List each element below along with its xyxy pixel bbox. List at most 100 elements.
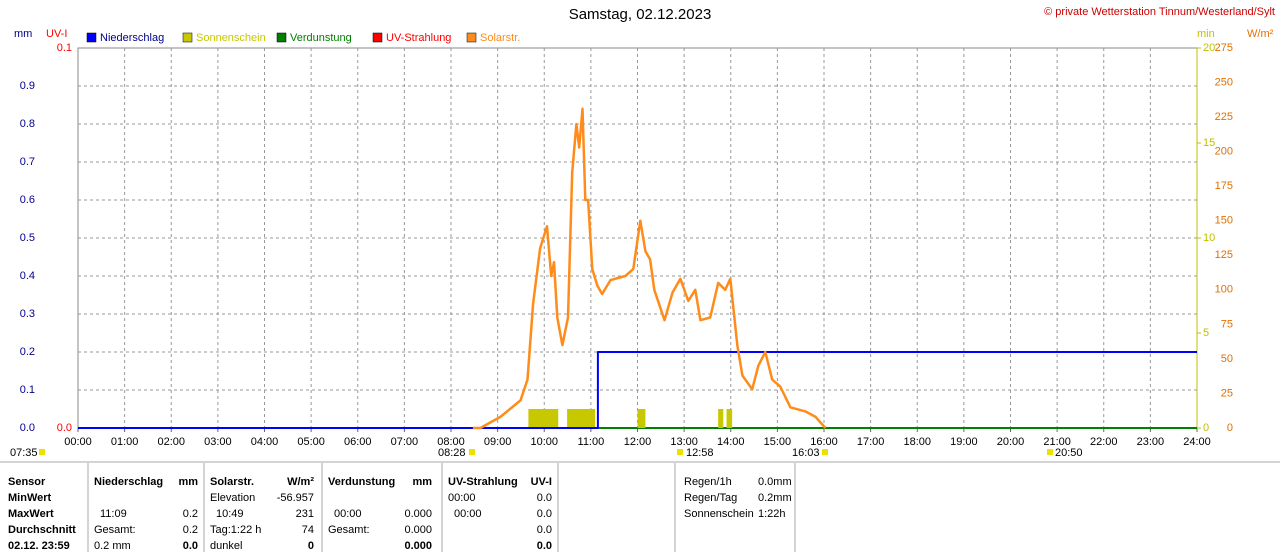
legend-swatch <box>276 32 287 43</box>
axis-label: W/m² <box>1247 28 1274 40</box>
y-tick-label: 0.0 <box>20 422 35 434</box>
cell-label: 00:00 <box>454 508 482 520</box>
cell-value: 0.000 <box>404 508 432 520</box>
x-tick-label: 24:00 <box>1183 436 1211 448</box>
summary-label: Regen/Tag <box>684 492 737 504</box>
bar <box>718 409 724 428</box>
sun-marker <box>39 449 45 455</box>
x-tick-label: 20:00 <box>997 436 1025 448</box>
group-unit: UV-I <box>531 476 552 488</box>
cell-value: 0.0 <box>537 492 552 504</box>
x-tick-label: 18:00 <box>903 436 931 448</box>
row-label: Sensor <box>8 476 46 488</box>
legend-swatch <box>372 32 383 43</box>
x-tick-label: 15:00 <box>764 436 792 448</box>
cell-label: 10:49 <box>216 508 244 520</box>
y-tick-label: 0.5 <box>20 232 35 244</box>
y-tick-label: 0.4 <box>20 270 35 282</box>
y-tick-label: 20 <box>1203 42 1215 54</box>
annotation: 12:58 <box>686 447 714 459</box>
y-tick-label: 100 <box>1215 284 1233 296</box>
x-tick-label: 16:00 <box>810 436 838 448</box>
bar <box>637 409 646 428</box>
summary-label: Regen/1h <box>684 476 732 488</box>
y-tick-label: 0.2 <box>20 346 35 358</box>
cell-label: 00:00 <box>448 492 476 504</box>
x-tick-label: 01:00 <box>111 436 139 448</box>
group-header: Verdunstung <box>328 476 395 488</box>
legend-label: Solarstr. <box>480 32 520 44</box>
legend-label: Niederschlag <box>100 32 164 44</box>
cell-value: 0.2 <box>183 524 198 536</box>
row-label: MinWert <box>8 492 52 504</box>
y-tick-label: 175 <box>1215 180 1233 192</box>
y-tick-label: 25 <box>1221 387 1233 399</box>
y-tick-label: 15 <box>1203 137 1215 149</box>
row-label: 02.12. 23:59 <box>8 540 70 552</box>
summary-value: 0.0mm <box>758 476 792 488</box>
y-tick-label: 0.8 <box>20 118 35 130</box>
summary-value: 0.2mm <box>758 492 792 504</box>
x-tick-label: 21:00 <box>1043 436 1071 448</box>
chart-title: Samstag, 02.12.2023 <box>569 6 712 23</box>
bar <box>528 409 559 428</box>
x-tick-label: 12:00 <box>624 436 652 448</box>
y-tick-label: 275 <box>1215 42 1233 54</box>
cell-label: dunkel <box>210 540 242 552</box>
group-unit: mm <box>178 476 198 488</box>
y-tick-label: 0.1 <box>20 384 35 396</box>
y-tick-label: 150 <box>1215 215 1233 227</box>
bar <box>726 409 733 428</box>
y-tick-label: 0.1 <box>57 42 72 54</box>
cell-value: 231 <box>296 508 314 520</box>
cell-value: 0.0 <box>537 524 552 536</box>
cell-value: 0.2 <box>183 508 198 520</box>
cell-label: 11:09 <box>100 508 127 520</box>
cell-label: 00:00 <box>334 508 362 520</box>
cell-value: 74 <box>302 524 314 536</box>
x-tick-label: 14:00 <box>717 436 745 448</box>
x-tick-label: 04:00 <box>251 436 279 448</box>
axis-label: UV-I <box>46 28 67 40</box>
legend-label: Verdunstung <box>290 32 352 44</box>
legend-label: UV-Strahlung <box>386 32 451 44</box>
annotation: 07:35 <box>10 447 38 459</box>
series-line <box>78 351 1197 429</box>
x-tick-label: 05:00 <box>297 436 325 448</box>
y-tick-label: 0.0 <box>57 422 72 434</box>
y-tick-label: 0 <box>1227 422 1233 434</box>
cell-value: 0.000 <box>404 524 432 536</box>
legend-swatch <box>86 32 97 43</box>
y-tick-label: 250 <box>1215 76 1233 88</box>
group-header: UV-Strahlung <box>448 476 518 488</box>
cell-value: 0.000 <box>404 540 432 552</box>
annotation: 08:28 <box>438 447 466 459</box>
group-unit: mm <box>412 476 432 488</box>
series-line <box>472 107 827 430</box>
cell-value: 0.0 <box>537 508 552 520</box>
y-tick-label: 5 <box>1203 327 1209 339</box>
x-tick-label: 08:00 <box>437 436 465 448</box>
row-label: Durchschnitt <box>8 524 76 536</box>
x-tick-label: 03:00 <box>204 436 232 448</box>
axis-label: mm <box>14 28 32 40</box>
cell-value: 0.0 <box>537 540 552 552</box>
x-tick-label: 22:00 <box>1090 436 1118 448</box>
cell-value: 0 <box>308 540 314 552</box>
credit: © private Wetterstation Tinnum/Westerlan… <box>1044 6 1275 18</box>
group-unit: W/m² <box>287 476 314 488</box>
sun-marker <box>822 449 828 455</box>
sun-marker <box>677 449 683 455</box>
x-tick-label: 10:00 <box>530 436 558 448</box>
y-tick-label: 10 <box>1203 232 1215 244</box>
legend-label: Sonnenschein <box>196 32 266 44</box>
y-tick-label: 0.7 <box>20 156 35 168</box>
sun-marker <box>469 449 475 455</box>
x-tick-label: 06:00 <box>344 436 372 448</box>
y-tick-label: 125 <box>1215 249 1233 261</box>
annotation: 16:03 <box>792 447 820 459</box>
x-tick-label: 17:00 <box>857 436 885 448</box>
x-tick-label: 02:00 <box>157 436 185 448</box>
axis-label: min <box>1197 28 1215 40</box>
